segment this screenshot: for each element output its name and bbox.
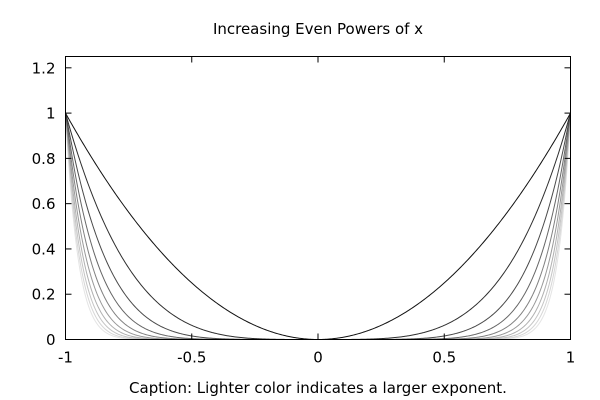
series-line-2 xyxy=(65,112,571,340)
x-axis: -1 -0.5 0 0.5 1 xyxy=(58,56,576,367)
y-tick-label: 0.4 xyxy=(32,240,56,258)
y-axis: 0 0.2 0.4 0.6 0.8 1 1.2 xyxy=(32,59,571,349)
chart-caption: Caption: Lighter color indicates a large… xyxy=(129,379,507,397)
series-line-8 xyxy=(65,113,571,340)
chart-title: Increasing Even Powers of x xyxy=(213,20,423,38)
y-tick-label: 0.8 xyxy=(32,150,56,168)
x-tick-label: -0.5 xyxy=(177,349,206,367)
y-tick-label: 1.2 xyxy=(32,59,56,77)
plot-frame xyxy=(65,56,571,340)
series-line-3 xyxy=(65,113,571,340)
y-tick-label: 0.6 xyxy=(32,195,56,213)
x-tick-label: 0.5 xyxy=(432,349,456,367)
series-line-10 xyxy=(65,113,571,340)
x-tick-label: 0 xyxy=(313,349,323,367)
series-line-6 xyxy=(65,113,571,340)
series-line-5 xyxy=(65,113,571,340)
series-line-9 xyxy=(65,113,571,340)
series-layer xyxy=(65,112,571,341)
series-line-1 xyxy=(65,112,571,341)
x-tick-label: 1 xyxy=(566,349,576,367)
y-tick-label: 1 xyxy=(46,105,56,123)
series-line-7 xyxy=(65,113,571,340)
series-line-4 xyxy=(65,113,571,340)
y-tick-label: 0.2 xyxy=(32,286,56,304)
x-tick-label: -1 xyxy=(58,349,73,367)
y-tick-label: 0 xyxy=(46,331,56,349)
